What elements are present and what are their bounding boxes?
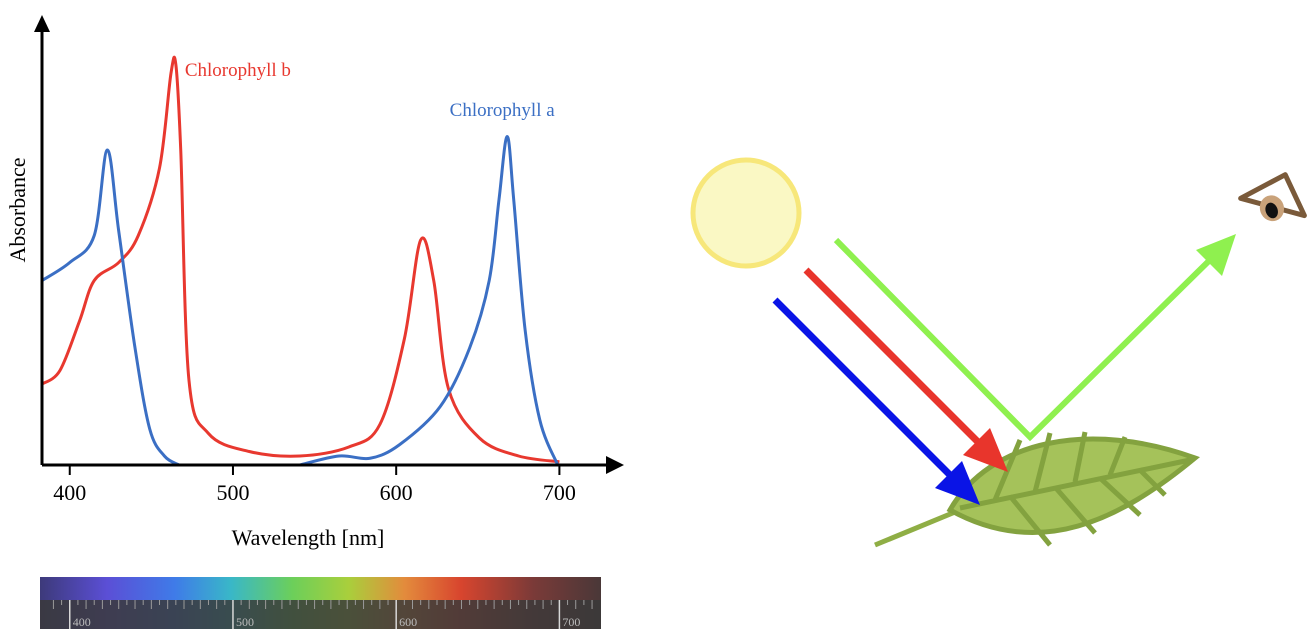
series-line bbox=[41, 55, 560, 464]
spectrum-bar: 400 500 600 700 bbox=[40, 577, 601, 629]
series-label: Chlorophyll b bbox=[185, 60, 291, 81]
eye bbox=[1238, 172, 1307, 222]
series-line bbox=[41, 134, 560, 467]
x-tick-label: 500 bbox=[216, 480, 249, 505]
x-axis-label: Wavelength [nm] bbox=[232, 525, 385, 550]
green-ray bbox=[833, 237, 1221, 442]
arrowhead bbox=[935, 461, 980, 505]
spectrum-tick-label: 400 bbox=[73, 615, 91, 629]
red-ray bbox=[803, 267, 993, 457]
leaf-stem bbox=[874, 507, 961, 548]
x-tick-label: 700 bbox=[543, 480, 576, 505]
x-tick-label: 400 bbox=[53, 480, 86, 505]
arrowhead bbox=[963, 428, 1008, 472]
x-axis-arrow bbox=[606, 456, 624, 474]
y-axis-label: Absorbance bbox=[5, 157, 30, 262]
leaf-veins bbox=[959, 431, 1191, 547]
sun bbox=[690, 157, 802, 269]
series-label: Chlorophyll a bbox=[450, 100, 556, 121]
x-tick-label: 600 bbox=[380, 480, 413, 505]
y-axis-arrow bbox=[34, 15, 50, 32]
spectrum-tick-label: 700 bbox=[562, 615, 580, 629]
blue-ray bbox=[772, 297, 965, 490]
spectrum-tick-label: 600 bbox=[399, 615, 417, 629]
spectrum-tick-label: 500 bbox=[236, 615, 254, 629]
diagram bbox=[690, 157, 1307, 548]
chart: Absorbance Wavelength [nm] Chlorophyll b… bbox=[5, 15, 624, 550]
arrowhead bbox=[1196, 234, 1236, 276]
spectrum-scale bbox=[40, 600, 601, 629]
